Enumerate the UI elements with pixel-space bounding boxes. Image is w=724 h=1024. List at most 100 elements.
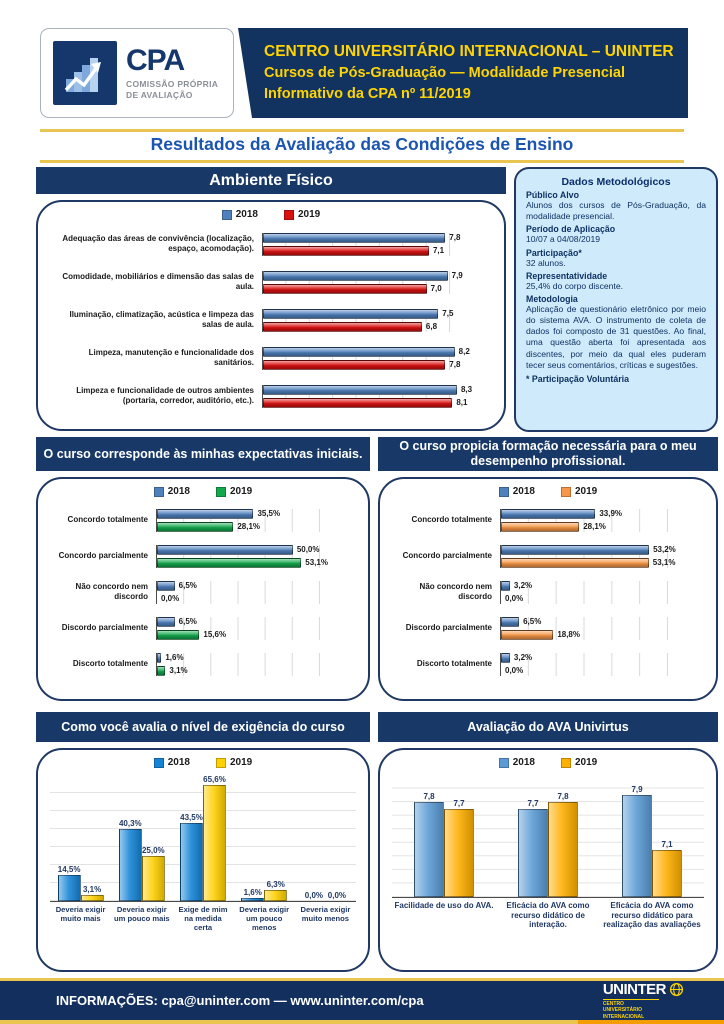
category-label: Deveria exigir muito menos — [300, 905, 351, 924]
legend-swatch — [498, 757, 509, 768]
value-label: 65,6% — [203, 775, 226, 784]
gold-rule-bottom — [40, 160, 684, 163]
category-label: Adequação das áreas de convivência (loca… — [62, 234, 254, 253]
bar-wrap: 40,3% — [118, 775, 142, 901]
bar-line: 7,8 — [263, 359, 494, 370]
bar-line: 35,5% — [157, 508, 358, 519]
category-label: Deveria exigir muito mais — [55, 905, 106, 924]
value-label: 0,0% — [505, 666, 524, 675]
legend-label: 2018 — [512, 486, 535, 497]
plot-area: 8,3 8,1 — [262, 384, 494, 408]
legend-label: 2018 — [167, 486, 190, 497]
bar-line: 0,0% — [501, 666, 706, 676]
bar-wrap: 7,8 — [414, 775, 444, 897]
bar-line: 7,1 — [263, 245, 494, 256]
chart-row: Discordo parcialmente 6,5% 18,8% — [390, 610, 706, 646]
value-label: 0,0% — [327, 891, 347, 900]
bar-2018 — [263, 308, 439, 319]
bar-2018 — [501, 616, 520, 627]
bar-line: 53,2% — [501, 544, 706, 555]
plot-area: 7,9 7,0 — [262, 270, 494, 294]
category-group: 1,6% 6,3% — [234, 775, 295, 901]
methodology-item-label: Período de Aplicação — [526, 224, 616, 235]
value-label: 33,9% — [599, 509, 623, 518]
uninter-logo-text: UNINTER — [602, 980, 667, 998]
value-label: 6,5% — [178, 581, 197, 590]
legend-label: 2019 — [575, 486, 598, 497]
value-label: 0,0% — [161, 594, 180, 603]
chart-panel-exigencia: 2018 2019 14,5% 3,1% 40,3% 25,0% 43,5% 65,6% 1,6… — [36, 748, 370, 972]
chart-legend: 2018 2019 — [38, 750, 368, 771]
chart-legend: 2018 2019 — [38, 479, 368, 500]
chart-row: Adequação das áreas de convivência (loca… — [48, 225, 494, 263]
bar-2018 — [263, 346, 455, 357]
value-label: 35,5% — [257, 509, 281, 518]
value-label: 6,8 — [425, 322, 438, 331]
footer-bar: INFORMAÇÕES: cpa@uninter.com — www.unint… — [0, 981, 724, 1020]
section-header-exigencia: Como você avalia o nível de exigência do… — [36, 712, 370, 742]
chart-row: Não concordo nem discordo 3,2% 0,0% — [390, 574, 706, 610]
footer-contact-info: INFORMAÇÕES: cpa@uninter.com — www.unint… — [56, 993, 424, 1008]
category-label: Discorto totalmente — [416, 659, 492, 668]
gridlines — [157, 580, 320, 604]
chart-row: Concordo parcialmente 53,2% 53,1% — [390, 538, 706, 574]
bar-2018 — [501, 508, 596, 519]
methodology-item-text: 32 alunos. — [526, 257, 566, 268]
category-label: Deveria exigir um pouco mais — [113, 905, 170, 924]
banner-course-mode: Cursos de Pós-Graduação — Modalidade Pre… — [264, 65, 625, 82]
bar-line: 7,5 — [263, 308, 494, 319]
legend-swatch — [498, 486, 509, 497]
methodology-item-text: Aplicação de questionário eletrônico por… — [526, 303, 706, 370]
banner-institution: CENTRO UNIVERSITÁRIO INTERNACIONAL – UNI… — [264, 42, 674, 60]
hbar-rows: Concordo totalmente 35,5% 28,1% Concordo pa… — [38, 500, 368, 690]
bar-line: 53,1% — [157, 557, 358, 568]
value-label: 3,2% — [513, 581, 533, 590]
value-label: 15,6% — [203, 630, 227, 639]
category-group: 0,0% 0,0% — [295, 775, 356, 901]
bar-2019 — [548, 802, 578, 897]
legend-item: 2018 — [153, 486, 190, 497]
bar-2018 — [157, 616, 175, 627]
bar-line: 8,3 — [263, 384, 494, 395]
methodology-item-text: Alunos dos cursos de Pós-Graduação, da m… — [526, 200, 706, 222]
legend-label: 2018 — [235, 209, 258, 220]
value-label: 53,1% — [305, 558, 328, 567]
category-label: Concordo parcialmente — [58, 551, 148, 560]
value-label: 40,3% — [118, 818, 142, 828]
legend-swatch — [153, 486, 164, 497]
bar-line: 1,6% — [157, 652, 358, 663]
legend-swatch — [153, 757, 164, 768]
cpa-subtitle-line1: COMISSÃO PRÓPRIA — [126, 78, 219, 89]
bar-line: 6,8 — [263, 321, 494, 332]
category-label: Eficácia do AVA como recurso didático pa… — [603, 901, 701, 930]
bar-wrap: 7,1 — [652, 775, 682, 897]
value-label: 3,1% — [169, 666, 188, 675]
bar-line: 0,0% — [157, 594, 358, 604]
bar-2018 — [501, 652, 510, 663]
bar-line: 15,6% — [157, 629, 358, 640]
value-label: 7,1 — [661, 839, 673, 849]
gridlines — [501, 580, 668, 604]
value-label: 53,2% — [653, 545, 676, 554]
bar-wrap: 7,8 — [548, 775, 578, 897]
methodology-item-text: 25,4% do corpo discente. — [526, 280, 623, 291]
value-label: 7,8 — [423, 792, 435, 802]
legend-item: 2018 — [153, 757, 190, 768]
methodology-footnote: * Participação Voluntária — [526, 373, 629, 384]
chart-row: Concordo totalmente 33,9% 28,1% — [390, 502, 706, 538]
section-header-ambiente-fisico: Ambiente Físico — [36, 167, 506, 194]
bar-2018 — [501, 580, 510, 591]
methodology-item-label: Público Alvo — [526, 190, 579, 200]
section-header-formacao: O curso propicia formação necessária par… — [378, 437, 718, 471]
hbar-rows: Concordo totalmente 33,9% 28,1% Concordo pa… — [380, 500, 716, 690]
chart-row: Limpeza, manutenção e funcionalidade dos… — [48, 339, 494, 377]
footer-gold-rule-bottom — [0, 1020, 724, 1024]
value-label: 18,8% — [557, 630, 580, 639]
plot-area: 3,2% 0,0% — [500, 580, 706, 604]
value-label: 50,0% — [296, 545, 320, 554]
bar-wrap: 3,1% — [80, 775, 104, 901]
category-label: Iluminação, climatização, acústica e lim… — [69, 310, 254, 329]
legend-item: 2018 — [498, 486, 535, 497]
header-banner: CENTRO UNIVERSITÁRIO INTERNACIONAL – UNI… — [238, 28, 688, 118]
legend-label: 2019 — [230, 486, 253, 497]
